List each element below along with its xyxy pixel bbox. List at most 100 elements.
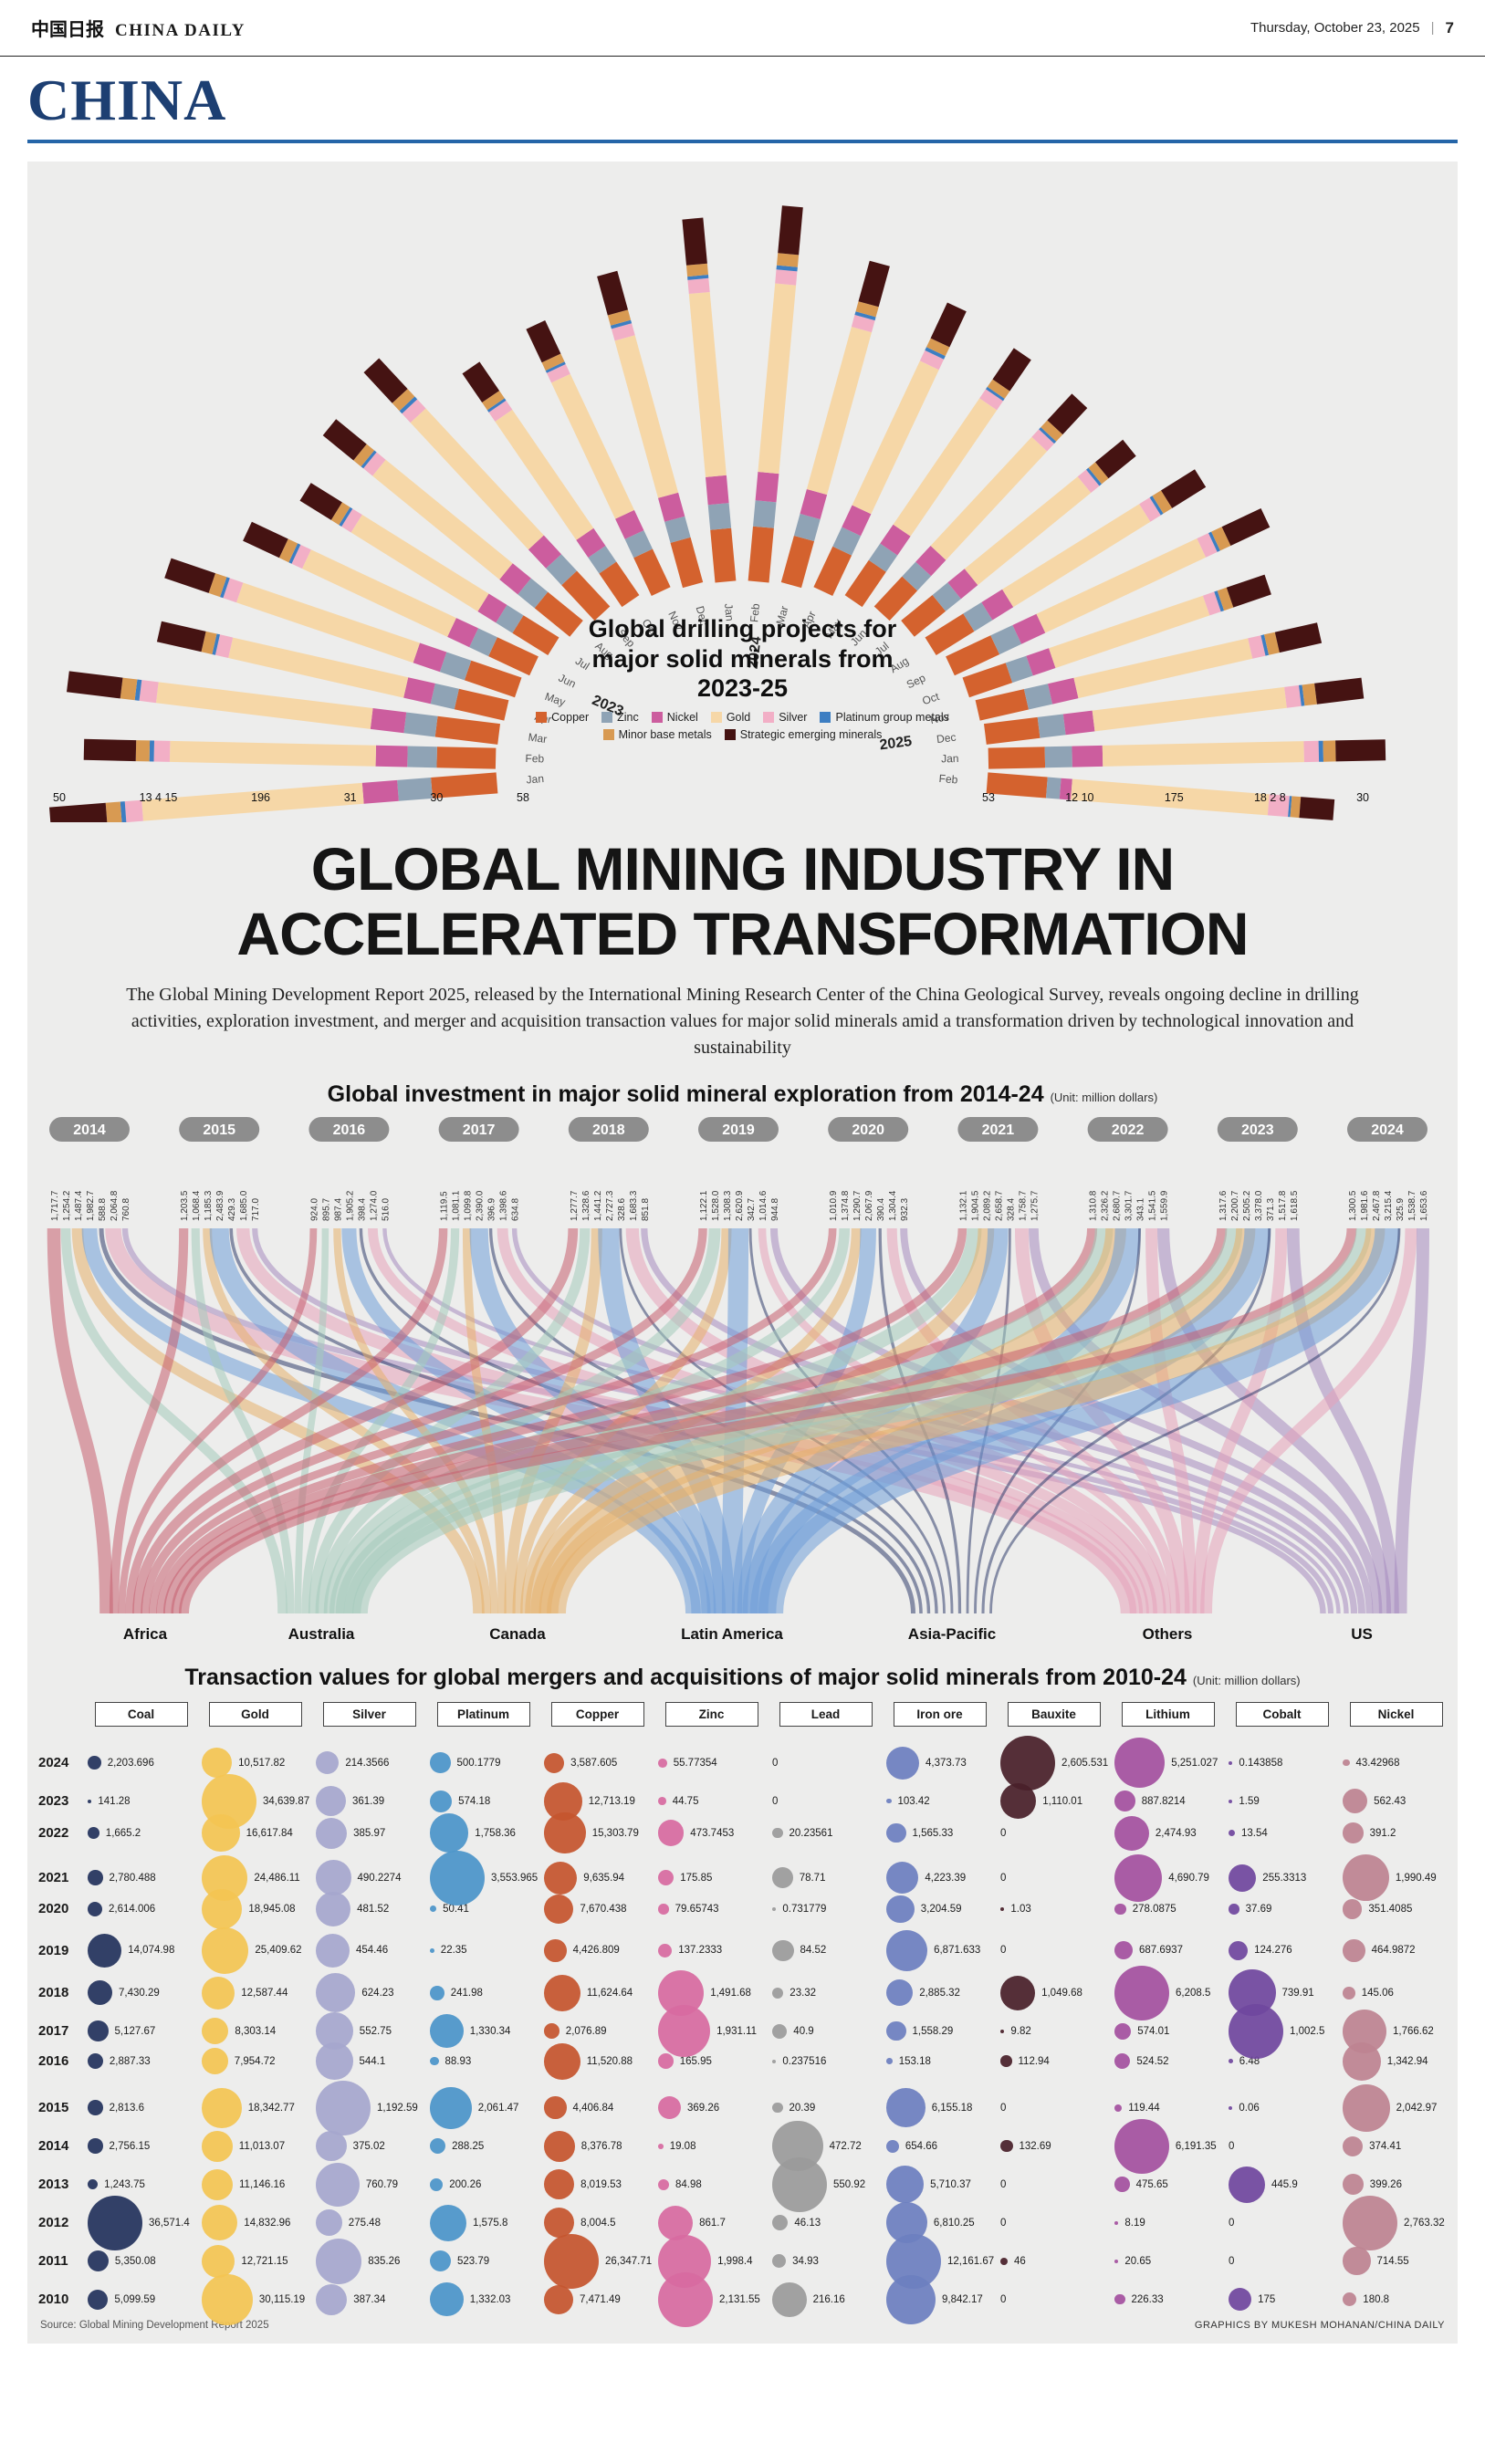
bubble-table-row: 2023 141.28 34,639.87 361.39 574.18 12,713.19… [27, 1773, 1458, 1829]
bubble-value: 119.44 [1128, 2102, 1160, 2114]
bubble-value: 454.46 [356, 1945, 389, 1957]
bubble-cell: 7,954.72 [198, 2048, 312, 2075]
gold-bubble [202, 2130, 233, 2162]
bubble-value: 481.52 [357, 1903, 390, 1915]
bubble-value: 11,013.07 [238, 2140, 286, 2152]
bubble-cell: 12,587.44 [198, 1976, 312, 2010]
masthead-page-number: 7 [1445, 18, 1454, 37]
bubble-value: 145.06 [1361, 1987, 1394, 1999]
radial-bar-2024-Mar [780, 260, 890, 589]
bubble-value: 361.39 [352, 1795, 385, 1807]
bubble-column-header: Coal [94, 1701, 188, 1727]
bubble-value: 369.26 [687, 2102, 720, 2114]
bubble-cell: 2,042.97 [1339, 2083, 1453, 2132]
bubble-value: 1,110.01 [1042, 1795, 1083, 1807]
coal-bubble [88, 2289, 109, 2310]
bubble-value: 1,998.4 [717, 2255, 753, 2267]
bubble-value: 2,885.32 [919, 1987, 960, 1999]
bubble-value: 6,208.5 [1176, 1987, 1211, 1999]
bubble-value: 654.66 [905, 2140, 938, 2152]
bubble-row-year: 2013 [38, 2177, 69, 2193]
bubble-table-title: Transaction values for global mergers an… [27, 1665, 1458, 1691]
coal-bubble [88, 2179, 99, 2190]
bubble-cell: 473.7453 [654, 1820, 769, 1846]
coal-bubble [88, 1870, 103, 1885]
bubble-cell: 11,624.64 [540, 1974, 654, 2011]
flow-year-pill-label: 2023 [1241, 1122, 1274, 1138]
bubble-value: 241.98 [450, 1987, 483, 1999]
bubble-value: 1,192.59 [377, 2102, 418, 2114]
bubble-column-header: Zinc [664, 1701, 758, 1727]
bubble-cell: 78.71 [769, 1867, 883, 1889]
bubble-value: 500.1779 [456, 1757, 501, 1769]
bubble-value: 10,517.82 [238, 1757, 286, 1769]
bubble-value: 0 [1229, 2140, 1235, 2152]
lithium-bubble [1114, 1738, 1166, 1789]
iron-ore-bubble [886, 1895, 915, 1924]
lithium-bubble [1114, 2118, 1169, 2174]
iron-ore-bubble [886, 2088, 926, 2128]
radial-bar-2023-Oct [462, 361, 640, 608]
bubble-cell: 0 [1225, 2141, 1339, 2152]
platinum-bubble [430, 1850, 485, 1905]
bubble-cell: 4,426.809 [540, 1939, 654, 1962]
bubble-cell: 20.39 [769, 2103, 883, 2114]
flow-unit-label: (Unit: million dollars) [1050, 1090, 1158, 1104]
flow-year-pill-label: 2019 [722, 1122, 755, 1138]
flow-year-pill [179, 1116, 260, 1142]
bubble-row-year: 2014 [38, 2138, 69, 2155]
flow-value-label: 3,301.7 [1124, 1190, 1135, 1221]
bubble-value: 40.9 [793, 2025, 814, 2037]
flow-value-label: 371.3 [1266, 1197, 1276, 1220]
section-rule [27, 140, 1458, 144]
bubble-cell: 0 [997, 1828, 1111, 1839]
silver-swatch [763, 712, 775, 724]
bubble-value: 391.2 [1369, 1827, 1396, 1839]
bubble-value: 2,763.32 [1404, 2217, 1445, 2229]
masthead-date-group: Thursday, October 23, 2025 | 7 [1250, 19, 1454, 37]
flow-value-label: 924.0 [309, 1197, 319, 1220]
bubble-value: 2,474.93 [1155, 1827, 1197, 1839]
flow-ribbon [981, 1227, 1271, 1613]
flow-ribbon [162, 1227, 1098, 1613]
bubble-value: 464.9872 [1371, 1945, 1416, 1957]
radial-bar-2024-Apr [813, 302, 967, 597]
iron-ore-bubble [886, 1798, 892, 1804]
bubble-cell: 145.06 [1339, 1986, 1453, 1999]
bubble-value: 37.69 [1245, 1903, 1272, 1915]
bubble-table-section: Transaction values for global mergers an… [27, 1665, 1458, 2327]
bubble-cell: 4,406.84 [540, 2096, 654, 2119]
bubble-cell: 9,635.94 [540, 1861, 654, 1895]
radial-month-label: Jan [722, 603, 737, 622]
bauxite-bubble [1000, 2029, 1005, 2033]
bubble-row-year: 2017 [38, 2023, 69, 2040]
flow-value-label: 2,390.0 [476, 1190, 486, 1221]
bubble-value: 2,042.97 [1396, 2102, 1438, 2114]
flow-value-label: 1,398.6 [499, 1190, 509, 1221]
bubble-cell: 19.08 [654, 2141, 769, 2152]
radial-chart-svg: JanFebMarAprMayJunJulAugSepOctNovDecJanF… [49, 205, 1386, 823]
bubble-value: 12,721.15 [241, 2255, 288, 2267]
silver-bubble [316, 1751, 340, 1775]
iron-ore-bubble [886, 1979, 914, 2007]
minor-base-metals-swatch [602, 729, 614, 741]
bubble-value: 1,491.68 [710, 1987, 751, 1999]
bubble-cell: 6,871.633 [883, 1929, 997, 1971]
radial-month-label: Feb [938, 772, 958, 787]
copper-bubble [544, 1974, 580, 2011]
bubble-value: 1,575.8 [473, 2217, 508, 2229]
flow-value-label: 1,099.8 [464, 1190, 474, 1221]
cobalt-bubble [1229, 2059, 1233, 2064]
intro-paragraph: The Global Mining Development Report 202… [126, 984, 1359, 1058]
bubble-cell: 36,571.4 [84, 2195, 198, 2250]
bubble-column-header: Copper [550, 1701, 644, 1727]
bubble-value: 5,099.59 [114, 2293, 156, 2305]
radial-edge-value: 50 [53, 791, 66, 805]
radial-month-label: May [543, 690, 567, 709]
flow-year-pill-label: 2020 [852, 1122, 884, 1138]
flow-region-label: Australia [288, 1625, 355, 1643]
lithium-bubble [1114, 2220, 1119, 2225]
bubble-cell: 687.6937 [1111, 1941, 1225, 1960]
bubble-cell: 1,332.03 [426, 2282, 540, 2317]
bubble-value: 84.52 [800, 1945, 827, 1957]
